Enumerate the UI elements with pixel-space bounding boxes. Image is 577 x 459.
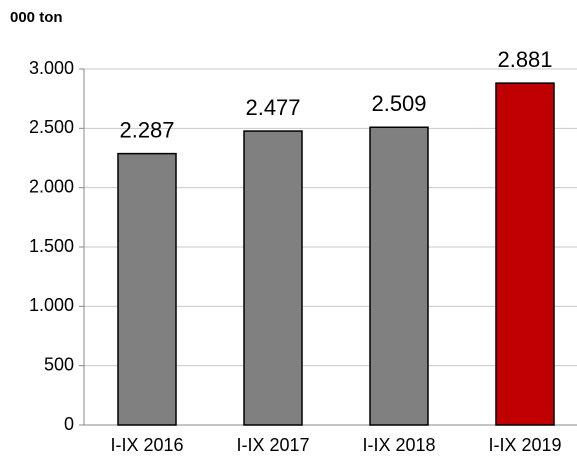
bar [495, 82, 555, 426]
x-tick-label: I-IX 2019 [488, 435, 561, 455]
x-tick-label: I-IX 2018 [362, 435, 435, 455]
chart-title: 000 ton [10, 9, 63, 26]
y-tick-label: 500 [44, 354, 74, 374]
x-tick-label: I-IX 2017 [236, 435, 309, 455]
value-label: 2.287 [119, 117, 174, 142]
bar [369, 126, 429, 426]
y-tick-label: 0 [64, 414, 74, 434]
y-tick-label: 1.500 [29, 236, 74, 256]
value-label: 2.477 [245, 95, 300, 120]
y-tick-label: 2.500 [29, 117, 74, 137]
y-tick-label: 2.000 [29, 176, 74, 196]
y-tick-label: 3.000 [29, 58, 74, 78]
x-tick-label: I-IX 2016 [110, 435, 183, 455]
value-label: 2.509 [371, 91, 426, 116]
bar [243, 130, 303, 426]
y-tick-label: 1.000 [29, 295, 74, 315]
value-label: 2.881 [497, 47, 552, 72]
bar [117, 152, 177, 426]
